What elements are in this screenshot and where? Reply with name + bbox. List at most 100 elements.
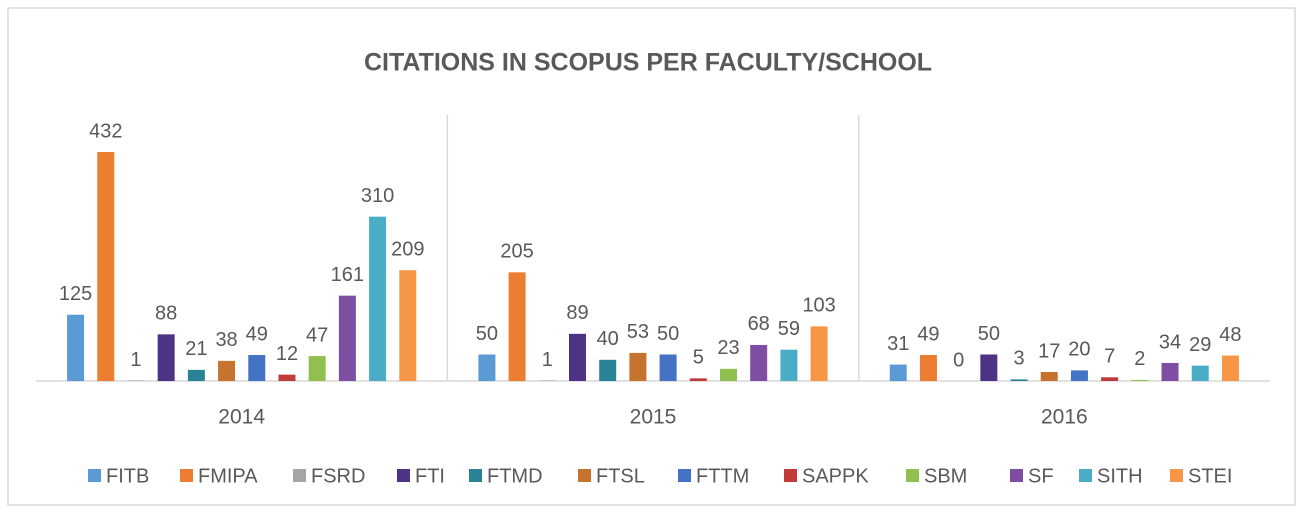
- data-label: 310: [361, 185, 394, 207]
- bar: [1101, 377, 1118, 381]
- data-label: 21: [185, 338, 207, 360]
- legend-label: FSRD: [311, 465, 365, 487]
- bar: [599, 360, 616, 381]
- data-label: 47: [306, 324, 328, 346]
- legend-label: FITB: [106, 465, 149, 487]
- x-tick-label: 2016: [1041, 406, 1088, 429]
- legend-label: FTTM: [696, 465, 749, 487]
- bar: [890, 365, 907, 381]
- bar: [1162, 363, 1179, 381]
- data-label: 209: [391, 238, 424, 260]
- data-label: 68: [748, 313, 770, 335]
- bar: [1131, 380, 1148, 381]
- bar: [1071, 370, 1088, 381]
- legend-swatch: [906, 469, 919, 482]
- chart-border: [8, 8, 1295, 505]
- bar: [920, 355, 937, 381]
- legend-label: FTMD: [487, 465, 543, 487]
- data-label: 31: [887, 333, 909, 355]
- bar: [478, 354, 495, 381]
- bar: [980, 354, 997, 381]
- bar: [127, 380, 144, 381]
- bar: [509, 272, 526, 381]
- chart-title: CITATIONS IN SCOPUS PER FACULTY/SCHOOL: [364, 49, 932, 77]
- legend-swatch: [1079, 469, 1092, 482]
- data-label: 89: [566, 302, 588, 324]
- bar: [158, 334, 175, 381]
- bar: [248, 355, 265, 381]
- bar: [629, 353, 646, 381]
- bar: [67, 315, 84, 381]
- data-label: 161: [331, 264, 364, 286]
- bar: [780, 350, 797, 381]
- data-label: 50: [978, 323, 1000, 345]
- bar: [1222, 356, 1239, 381]
- bar: [97, 152, 114, 381]
- data-label: 38: [215, 329, 237, 351]
- bar: [690, 378, 707, 381]
- bar: [278, 375, 295, 381]
- legend-label: SF: [1028, 465, 1054, 487]
- bar: [1041, 372, 1058, 381]
- bar: [399, 270, 416, 381]
- data-label: 5: [693, 347, 704, 369]
- data-label: 59: [778, 318, 800, 340]
- data-label: 29: [1189, 334, 1211, 356]
- data-label: 34: [1159, 331, 1181, 353]
- legend-label: FMIPA: [198, 465, 258, 487]
- bar: [539, 380, 556, 381]
- data-label: 0: [953, 349, 964, 371]
- data-label: 49: [246, 323, 268, 345]
- legend-label: FTSL: [596, 465, 645, 487]
- legend-swatch: [469, 469, 482, 482]
- x-tick-label: 2015: [630, 406, 677, 429]
- data-label: 53: [627, 321, 649, 343]
- bar: [660, 354, 677, 381]
- bar: [720, 369, 737, 381]
- data-label: 17: [1038, 340, 1060, 362]
- data-label: 50: [476, 323, 498, 345]
- legend-swatch: [578, 469, 591, 482]
- legend-label: SITH: [1097, 465, 1143, 487]
- legend-swatch: [180, 469, 193, 482]
- data-label: 1: [130, 349, 141, 371]
- legend-swatch: [678, 469, 691, 482]
- bar: [569, 334, 586, 381]
- data-label: 23: [717, 337, 739, 359]
- legend-label: FTI: [415, 465, 445, 487]
- bar: [218, 361, 235, 381]
- legend-swatch: [293, 469, 306, 482]
- data-label: 7: [1104, 346, 1115, 368]
- data-label: 48: [1219, 324, 1241, 346]
- data-label: 1: [542, 349, 553, 371]
- bar: [811, 326, 828, 381]
- data-label: 432: [89, 120, 122, 142]
- data-label: 3: [1013, 348, 1024, 370]
- legend-swatch: [1010, 469, 1023, 482]
- data-label: 205: [500, 241, 533, 263]
- data-label: 49: [917, 323, 939, 345]
- bar: [309, 356, 326, 381]
- legend-swatch: [784, 469, 797, 482]
- legend-label: STEI: [1188, 465, 1232, 487]
- data-label: 20: [1068, 339, 1090, 361]
- data-label: 40: [597, 328, 619, 350]
- data-label: 50: [657, 323, 679, 345]
- bar: [1192, 366, 1209, 381]
- bar: [1011, 379, 1028, 381]
- bar: [369, 217, 386, 381]
- data-label: 12: [276, 343, 298, 365]
- legend-swatch: [1170, 469, 1183, 482]
- bar: [188, 370, 205, 381]
- bar: [339, 296, 356, 381]
- legend-label: SAPPK: [802, 465, 869, 487]
- x-tick-label: 2014: [218, 406, 265, 429]
- legend-label: SBM: [924, 465, 967, 487]
- data-label: 125: [59, 283, 92, 305]
- data-label: 2: [1134, 348, 1145, 370]
- bar: [750, 345, 767, 381]
- legend-swatch: [397, 469, 410, 482]
- legend-swatch: [88, 469, 101, 482]
- data-label: 88: [155, 303, 177, 325]
